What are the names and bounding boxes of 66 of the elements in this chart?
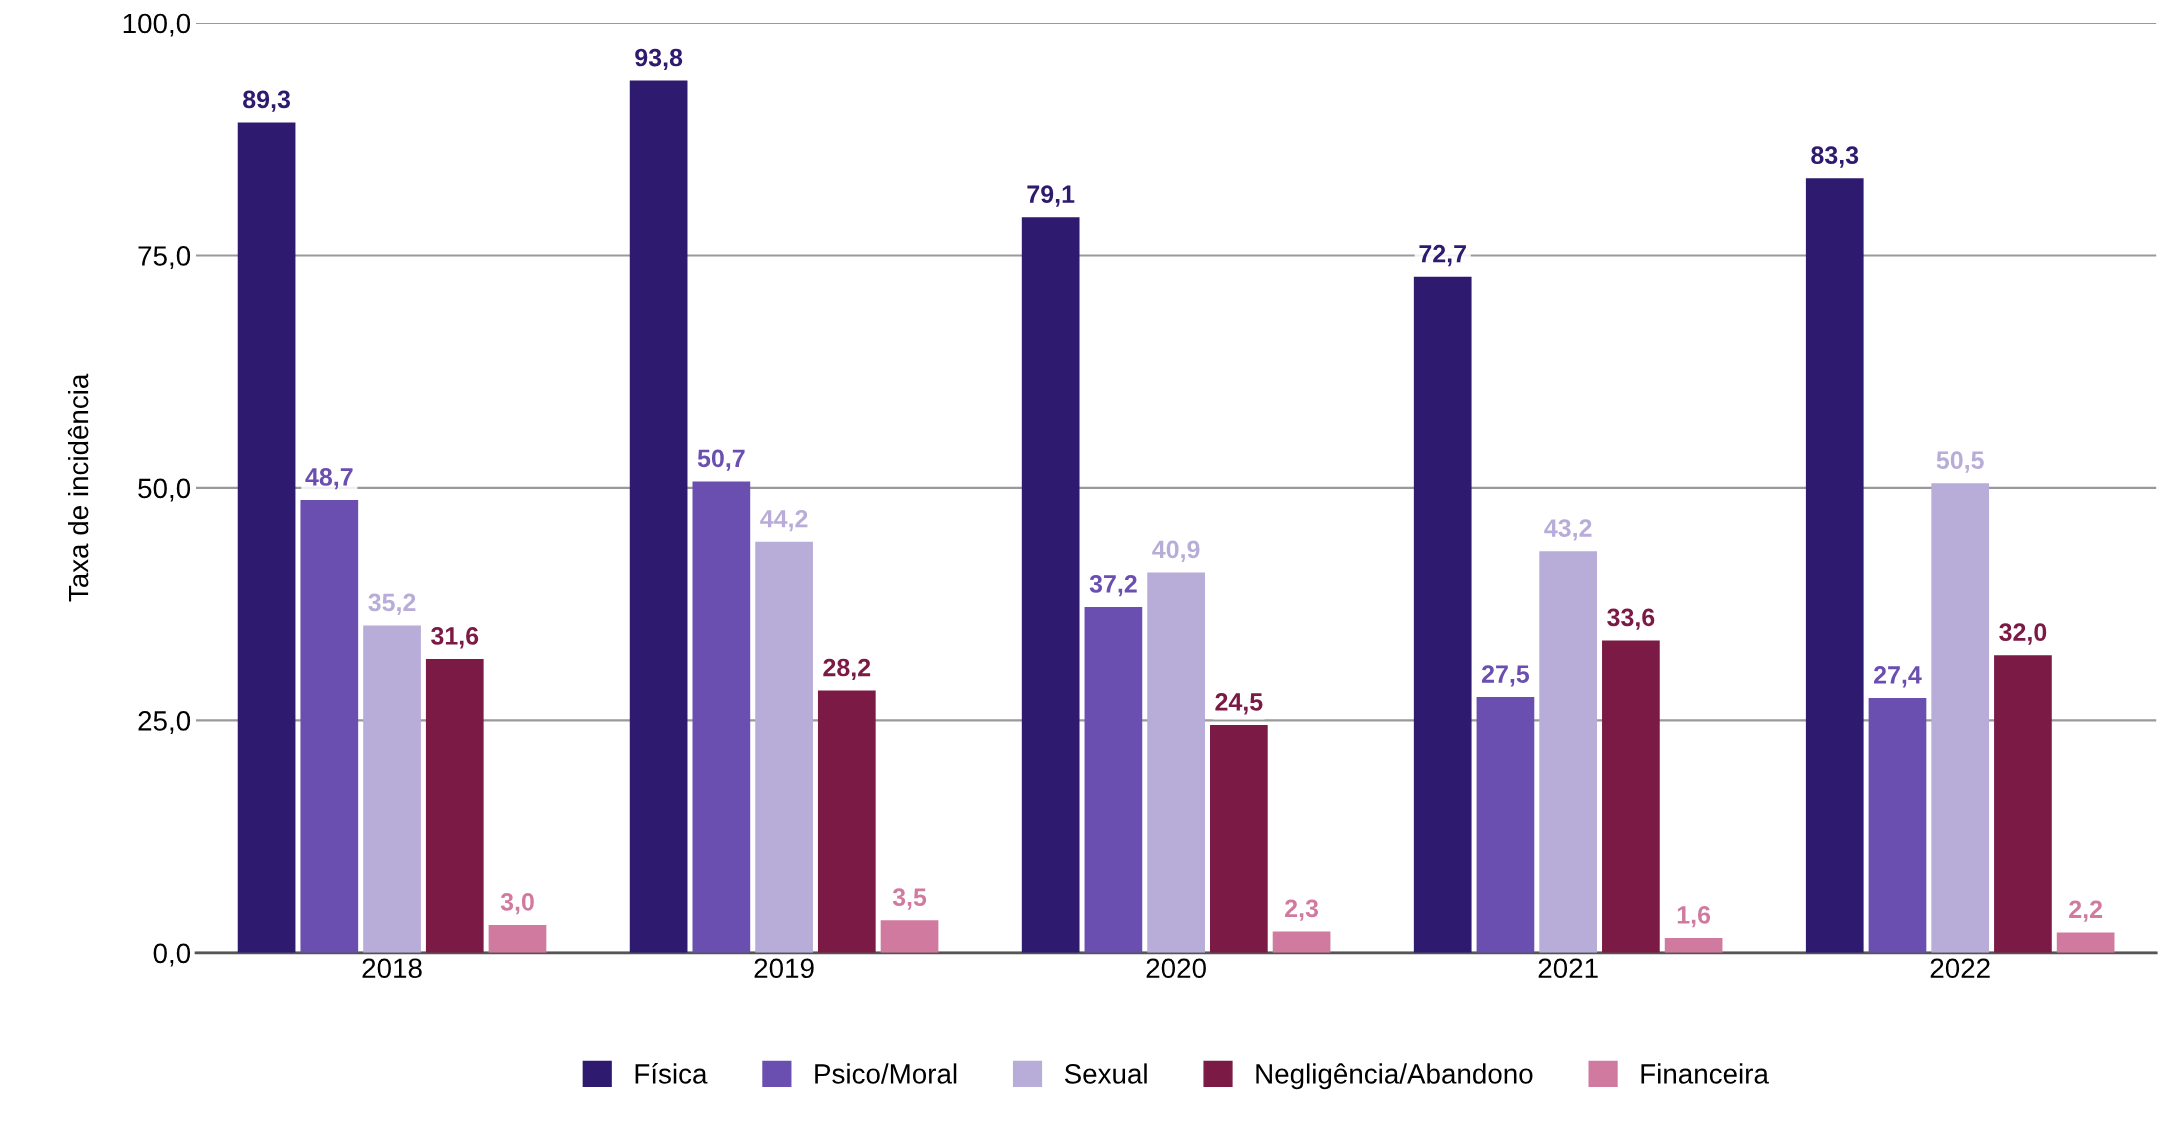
data-label: 37,2 xyxy=(1089,574,1137,597)
data-label: 43,2 xyxy=(1544,519,1592,541)
bar xyxy=(1664,937,1723,953)
bar xyxy=(1805,178,1864,953)
legend-label: Física xyxy=(635,1063,708,1084)
data-label: 79,1 xyxy=(1027,185,1075,207)
data-label: 44,2 xyxy=(760,509,808,532)
x-tick-label: 2018 xyxy=(362,958,422,979)
y-tick-label: 0,0 xyxy=(153,943,191,967)
bar xyxy=(1539,551,1598,953)
data-label: 2,2 xyxy=(2069,900,2103,922)
x-tick-label: 2020 xyxy=(1146,958,1206,979)
legend-label: Negligência/Abandono xyxy=(1256,1063,1533,1090)
bar xyxy=(817,690,876,953)
data-label: 27,5 xyxy=(1481,665,1530,687)
legend-label: Psico/Moral xyxy=(815,1063,957,1084)
y-axis-title: Taxa de incidência xyxy=(67,373,89,602)
data-label: 48,7 xyxy=(305,468,353,490)
data-label: 93,8 xyxy=(635,48,683,70)
data-label: 2,3 xyxy=(1285,899,1319,921)
bar xyxy=(629,80,688,953)
bar xyxy=(300,499,359,953)
data-label: 35,2 xyxy=(368,593,416,615)
bar xyxy=(1272,931,1331,953)
data-label: 27,4 xyxy=(1874,666,1922,688)
data-label: 28,2 xyxy=(823,658,871,680)
x-tick-label: 2021 xyxy=(1538,958,1598,979)
data-label: 50,7 xyxy=(697,449,745,471)
data-label: 1,6 xyxy=(1677,906,1711,928)
legend-label: Financeira xyxy=(1641,1063,1769,1084)
bar xyxy=(755,541,813,953)
bar xyxy=(2056,932,2115,953)
bar xyxy=(363,625,421,953)
data-label: 33,6 xyxy=(1607,608,1655,630)
y-tick-label: 25,0 xyxy=(138,711,191,734)
bar xyxy=(692,481,751,953)
bar xyxy=(1021,217,1080,953)
bar xyxy=(237,122,296,953)
y-tick-label: 100,0 xyxy=(123,13,191,37)
legend-label: Sexual xyxy=(1064,1063,1147,1084)
bar xyxy=(1602,640,1660,953)
data-label: 83,3 xyxy=(1811,146,1859,168)
data-label: 3,5 xyxy=(892,888,927,910)
bar xyxy=(1147,572,1205,953)
y-tick-label: 75,0 xyxy=(138,246,191,270)
data-label: 50,5 xyxy=(1936,451,1984,473)
data-label: 72,7 xyxy=(1419,244,1466,267)
bar xyxy=(425,659,484,953)
bar xyxy=(1868,698,1927,953)
y-tick-label: 50,0 xyxy=(138,478,191,502)
x-tick-label: 2019 xyxy=(754,958,814,979)
data-label: 24,5 xyxy=(1215,693,1263,715)
data-label: 31,6 xyxy=(431,627,479,649)
data-label: 89,3 xyxy=(243,90,291,112)
data-label: 40,9 xyxy=(1152,540,1200,562)
bar xyxy=(488,924,547,953)
bar xyxy=(1084,606,1143,953)
bar xyxy=(880,920,939,953)
bar xyxy=(1931,483,1990,953)
bar xyxy=(1209,725,1268,953)
bar xyxy=(1994,655,2052,953)
x-tick-label: 2022 xyxy=(1930,958,1990,979)
data-label: 3,0 xyxy=(500,893,534,915)
data-label: 32,0 xyxy=(1999,623,2047,645)
bar xyxy=(1476,697,1535,953)
bar xyxy=(1413,276,1472,953)
